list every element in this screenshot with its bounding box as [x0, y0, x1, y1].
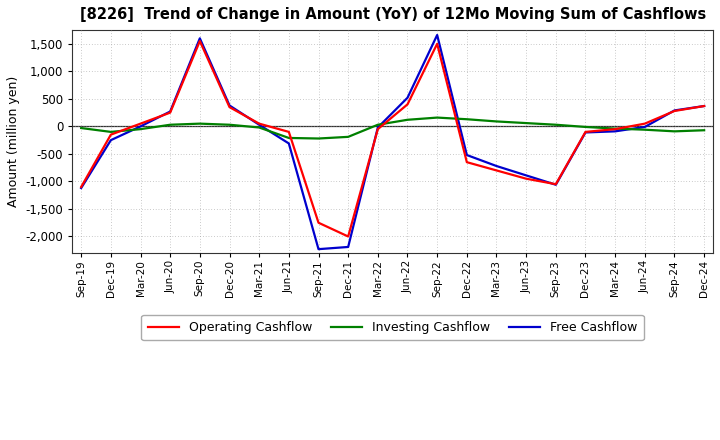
Free Cashflow [107, 138, 115, 143]
Investing Cashflow [611, 126, 619, 131]
Operating Cashflow [552, 182, 560, 187]
Investing Cashflow [700, 128, 708, 133]
Investing Cashflow [166, 122, 174, 128]
Operating Cashflow [255, 121, 264, 126]
Free Cashflow [374, 125, 382, 130]
Operating Cashflow [344, 234, 353, 239]
Free Cashflow [492, 163, 501, 169]
Operating Cashflow [166, 110, 174, 115]
Title: [8226]  Trend of Change in Amount (YoY) of 12Mo Moving Sum of Cashflows: [8226] Trend of Change in Amount (YoY) o… [79, 7, 706, 22]
Investing Cashflow [670, 129, 679, 134]
Free Cashflow [670, 108, 679, 113]
Investing Cashflow [581, 125, 590, 130]
Operating Cashflow [670, 108, 679, 114]
Operating Cashflow [433, 41, 441, 47]
Operating Cashflow [492, 168, 501, 173]
Investing Cashflow [403, 117, 412, 122]
Free Cashflow [581, 130, 590, 135]
Operating Cashflow [107, 132, 115, 137]
Operating Cashflow [136, 121, 145, 126]
Investing Cashflow [107, 129, 115, 135]
Free Cashflow [700, 103, 708, 109]
Investing Cashflow [374, 122, 382, 128]
Legend: Operating Cashflow, Investing Cashflow, Free Cashflow: Operating Cashflow, Investing Cashflow, … [141, 315, 644, 341]
Line: Operating Cashflow: Operating Cashflow [81, 41, 704, 236]
Free Cashflow [403, 95, 412, 100]
Investing Cashflow [314, 136, 323, 141]
Operating Cashflow [581, 129, 590, 135]
Investing Cashflow [641, 127, 649, 132]
Operating Cashflow [374, 127, 382, 132]
Investing Cashflow [462, 117, 471, 122]
Free Cashflow [255, 122, 264, 128]
Free Cashflow [136, 124, 145, 129]
Investing Cashflow [522, 121, 531, 126]
Operating Cashflow [700, 103, 708, 109]
Operating Cashflow [196, 38, 204, 44]
Free Cashflow [166, 109, 174, 114]
Free Cashflow [344, 244, 353, 249]
Operating Cashflow [284, 129, 293, 135]
Free Cashflow [522, 173, 531, 178]
Investing Cashflow [255, 125, 264, 130]
Investing Cashflow [225, 122, 234, 128]
Y-axis label: Amount (million yen): Amount (million yen) [7, 76, 20, 207]
Operating Cashflow [462, 160, 471, 165]
Free Cashflow [433, 33, 441, 38]
Operating Cashflow [522, 176, 531, 181]
Investing Cashflow [552, 122, 560, 128]
Investing Cashflow [284, 136, 293, 141]
Free Cashflow [314, 246, 323, 252]
Investing Cashflow [344, 134, 353, 139]
Investing Cashflow [136, 127, 145, 132]
Operating Cashflow [225, 104, 234, 110]
Free Cashflow [284, 141, 293, 146]
Operating Cashflow [314, 220, 323, 225]
Investing Cashflow [492, 119, 501, 124]
Free Cashflow [552, 182, 560, 187]
Operating Cashflow [403, 102, 412, 107]
Free Cashflow [462, 152, 471, 158]
Free Cashflow [611, 129, 619, 134]
Operating Cashflow [641, 121, 649, 126]
Operating Cashflow [611, 127, 619, 132]
Line: Free Cashflow: Free Cashflow [81, 35, 704, 249]
Free Cashflow [225, 103, 234, 108]
Investing Cashflow [196, 121, 204, 126]
Operating Cashflow [77, 184, 86, 190]
Free Cashflow [77, 185, 86, 191]
Free Cashflow [196, 36, 204, 41]
Investing Cashflow [433, 115, 441, 120]
Investing Cashflow [77, 125, 86, 131]
Line: Investing Cashflow: Investing Cashflow [81, 117, 704, 139]
Free Cashflow [641, 125, 649, 130]
